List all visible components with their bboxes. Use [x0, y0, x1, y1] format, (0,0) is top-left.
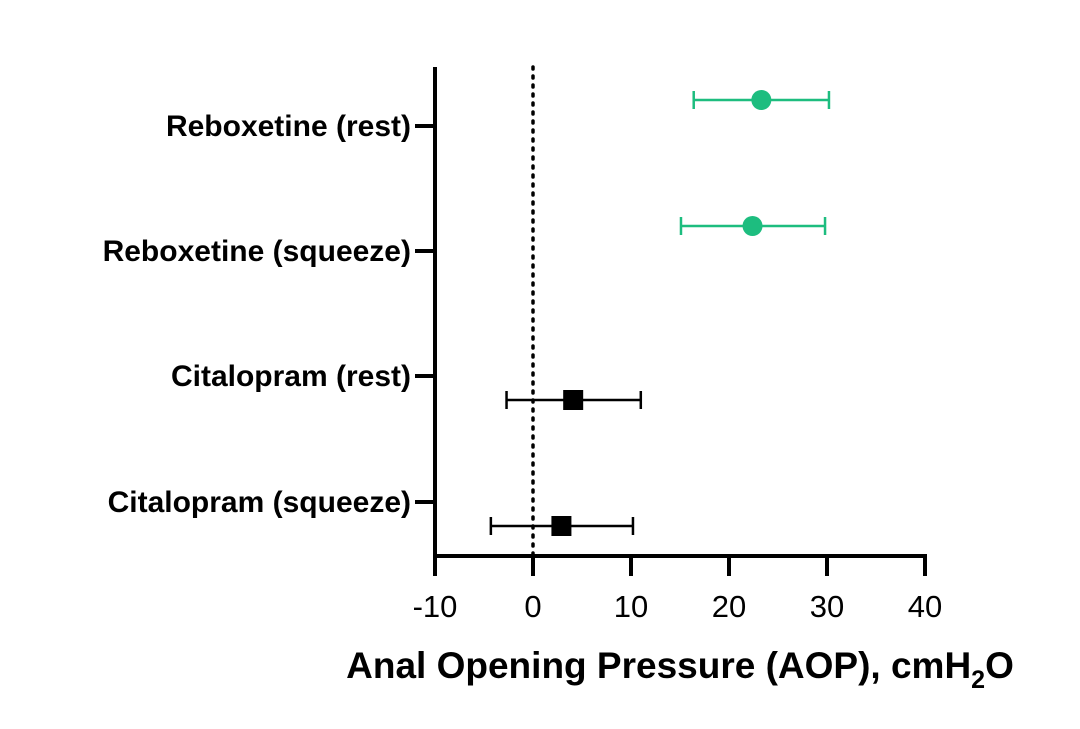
point-square [563, 390, 584, 410]
x-tick-label: 40 [908, 589, 942, 624]
x-tick-label: -10 [413, 589, 458, 624]
x-tick-label: 10 [614, 589, 648, 624]
x-axis-title-main: Anal Opening Pressure (AOP), cmH [346, 645, 971, 686]
point-square [551, 516, 572, 536]
x-axis-title-suffix: O [985, 645, 1014, 686]
x-axis-title: Anal Opening Pressure (AOP), cmH2O [346, 645, 1014, 694]
y-category-label: Citalopram (rest) [171, 360, 411, 393]
marks-group [489, 90, 831, 536]
y-category-label: Reboxetine (squeeze) [103, 235, 411, 268]
y-category-label: Reboxetine (rest) [166, 110, 411, 143]
axes-group [415, 65, 927, 576]
point-circle [742, 216, 763, 236]
x-axis-title-subscript: 2 [971, 666, 985, 694]
x-tick-label: 0 [524, 589, 541, 624]
labels-group: -10 0 10 20 30 40 Reboxetine (rest) Reboxetine … [103, 110, 1014, 694]
point-circle [751, 90, 772, 110]
x-tick-label: 30 [810, 589, 844, 624]
y-category-label: Citalopram (squeeze) [108, 486, 411, 519]
x-tick-label: 20 [712, 589, 746, 624]
